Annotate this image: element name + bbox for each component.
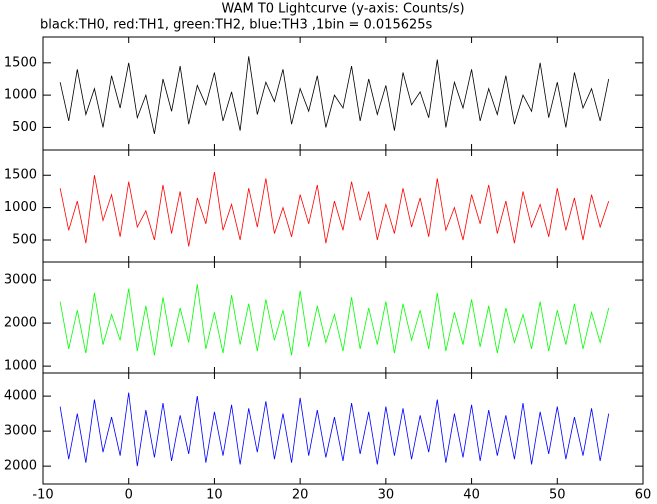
x-tick-label: 10	[206, 488, 223, 503]
y-tick-label: 4000	[4, 389, 37, 404]
x-tick-label: 40	[463, 488, 480, 503]
y-tick-label: 3000	[4, 273, 37, 288]
y-tick-label: 2000	[4, 316, 37, 331]
x-tick-label: 60	[635, 488, 652, 503]
y-tick-label: 1000	[4, 88, 37, 103]
data-line	[59, 171, 610, 247]
chart-subtitle: black:TH0, red:TH1, green:TH2, blue:TH3 …	[40, 18, 433, 33]
panel-frame	[42, 372, 644, 485]
y-tick-label: 1500	[4, 168, 37, 183]
data-line	[59, 56, 610, 134]
data-line	[59, 392, 610, 467]
y-tick-label: 2000	[4, 459, 37, 474]
y-tick-label: 1000	[4, 359, 37, 374]
y-tick-label: 500	[12, 120, 37, 135]
x-tick-label: -10	[32, 488, 53, 503]
data-line	[59, 284, 610, 356]
chart-title: WAM T0 Lightcurve (y-axis: Counts/s)	[221, 2, 464, 17]
y-tick-label: 500	[12, 232, 37, 247]
x-tick-label: 0	[125, 488, 133, 503]
x-tick-label: 20	[292, 488, 309, 503]
x-tick-label: 30	[378, 488, 395, 503]
y-tick-label: 1000	[4, 200, 37, 215]
panel-frame	[42, 36, 644, 151]
y-tick-label: 1500	[4, 55, 37, 70]
y-tick-label: 3000	[4, 424, 37, 439]
x-tick-label: 50	[549, 488, 566, 503]
